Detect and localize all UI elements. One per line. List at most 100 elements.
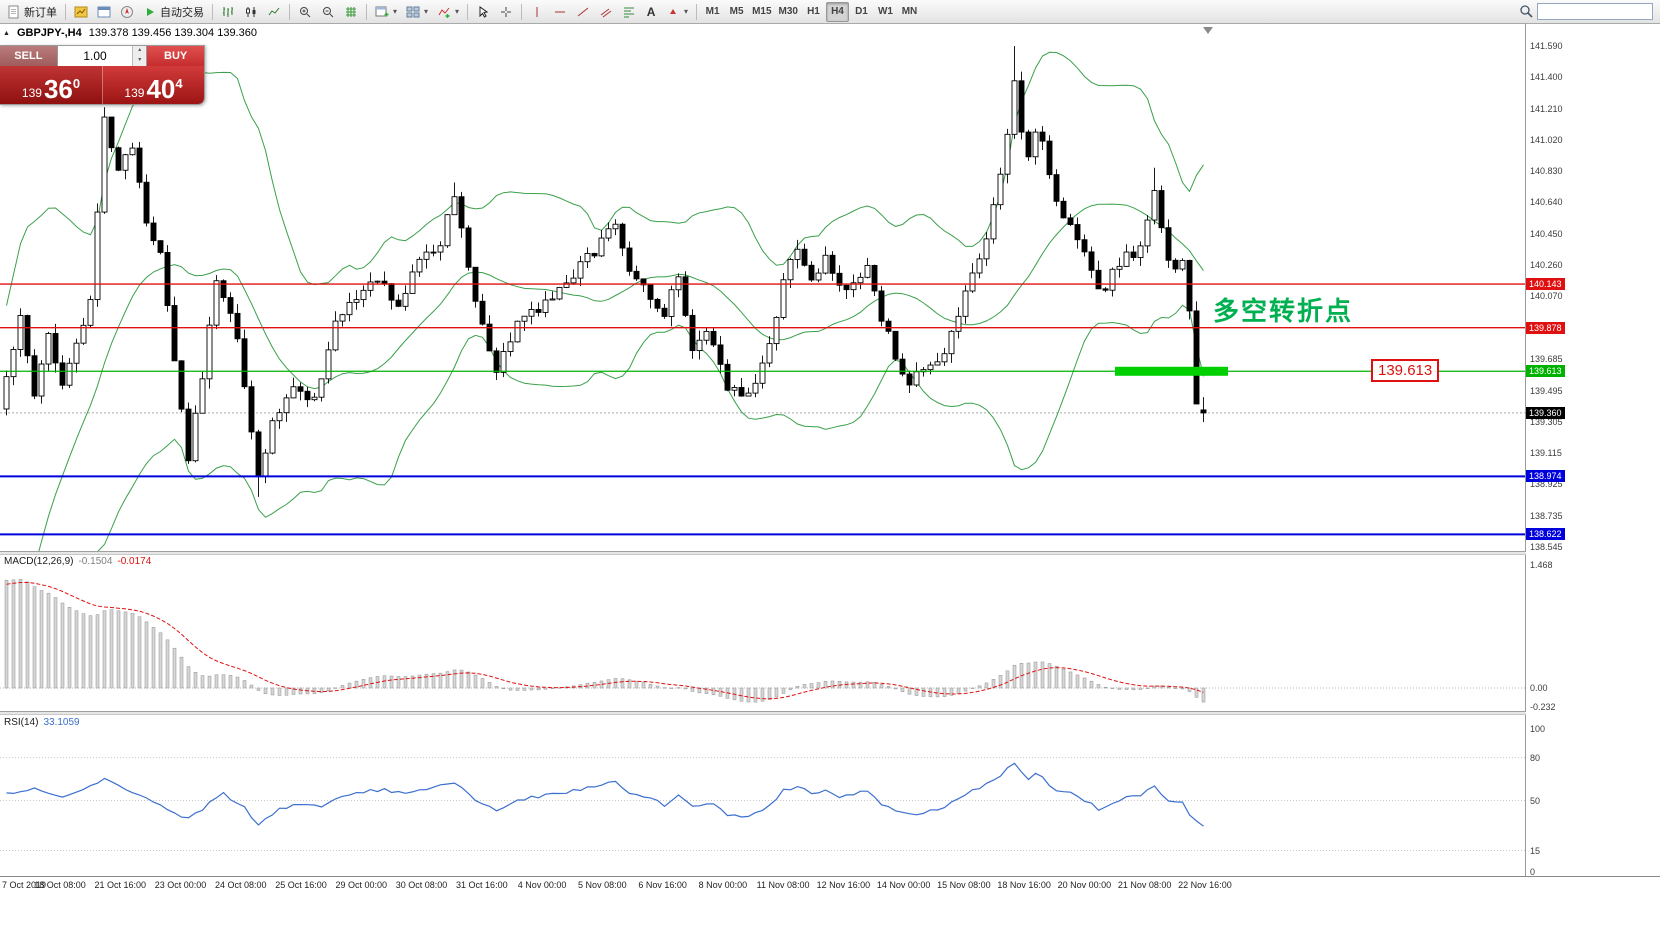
volume-field: ▴ ▾ xyxy=(56,46,148,66)
navigator-button[interactable] xyxy=(116,2,138,22)
timeframe-button-H4[interactable]: H4 xyxy=(825,1,849,22)
bar-chart-icon xyxy=(223,6,233,17)
profiles-button[interactable]: ▾ xyxy=(402,2,432,22)
grid-icon xyxy=(346,6,356,17)
volume-up-button[interactable]: ▴ xyxy=(133,46,147,56)
price-tick-label: 15 xyxy=(1530,845,1541,856)
time-label: 21 Oct 16:00 xyxy=(94,880,147,890)
timeframe-group: M1 M5 M15 M30 H1 H4 D1 W1 MN xyxy=(701,1,921,22)
fibonacci-tool-button[interactable] xyxy=(618,2,640,22)
time-label: 24 Oct 08:00 xyxy=(214,880,267,890)
price-tick-label: 140.260 xyxy=(1530,259,1563,270)
volume-down-button[interactable]: ▾ xyxy=(133,56,147,66)
toolbar-separator xyxy=(289,3,290,20)
bar-chart-mode-button[interactable] xyxy=(217,2,239,22)
time-label: 5 Nov 08:00 xyxy=(578,880,627,890)
time-label: 6 Nov 16:00 xyxy=(638,880,687,890)
price-tick-label: 139.305 xyxy=(1530,416,1563,427)
timeframe-button-M5[interactable]: M5 xyxy=(725,2,748,22)
chevron-down-icon: ▾ xyxy=(424,7,429,16)
symbol-label: GBPJPY-,H4 xyxy=(16,27,82,39)
arrows-tool-button[interactable]: ▾ xyxy=(662,2,692,22)
indicators-button[interactable]: ▾ xyxy=(433,2,463,22)
buy-price[interactable]: 139 40 4 xyxy=(102,66,204,104)
text-tool-button[interactable]: A xyxy=(641,2,661,22)
sell-button[interactable]: SELL xyxy=(0,46,57,66)
panel-splitter[interactable] xyxy=(0,711,1660,715)
chart-shift-marker-icon[interactable] xyxy=(1203,27,1213,34)
time-label: 18 Nov 16:00 xyxy=(997,880,1051,890)
chart-annotation-text: 多空转折点 xyxy=(1213,296,1354,326)
buy-price-prefix: 139 xyxy=(124,86,145,100)
time-label: 22 Nov 16:00 xyxy=(1178,880,1232,890)
zoom-out-button[interactable] xyxy=(317,2,339,22)
chevron-down-icon: ▾ xyxy=(455,7,460,16)
time-label: 25 Oct 16:00 xyxy=(275,880,327,890)
macd-signal-value: -0.0174 xyxy=(117,556,152,567)
volume-input[interactable] xyxy=(57,46,133,66)
navigator-icon xyxy=(121,5,133,18)
grid-toggle-button[interactable] xyxy=(340,2,362,22)
vertical-line-icon xyxy=(536,6,538,17)
time-label: 4 Nov 00:00 xyxy=(517,880,567,890)
cursor-tool-button[interactable] xyxy=(472,2,494,22)
time-label: 29 Oct 00:00 xyxy=(335,880,388,890)
timeframe-button-W1[interactable]: W1 xyxy=(874,2,897,22)
time-label: 11 Nov 08:00 xyxy=(756,880,810,890)
new-order-button[interactable]: 新订单 xyxy=(3,2,61,22)
price-callout: 139.613 xyxy=(1371,359,1440,382)
price-tick-label: 141.210 xyxy=(1530,103,1563,114)
data-window-button[interactable] xyxy=(93,2,115,22)
main-toolbar: 新订单 自动交易 ▾ ▾ ▾ A ▾ M1 M5 M15 M30 H1 H4 D1 W1 MN xyxy=(0,0,1660,24)
timeframe-button-D1[interactable]: D1 xyxy=(850,2,873,22)
vertical-line-tool-button[interactable] xyxy=(526,2,548,22)
price-tick-label: 50 xyxy=(1530,795,1541,806)
text-icon: A xyxy=(646,4,656,19)
time-label: 30 Oct 08:00 xyxy=(395,880,448,890)
price-line-tag: 138.622 xyxy=(1526,528,1565,541)
price-line-tag: 139.613 xyxy=(1526,365,1565,378)
autotrade-button[interactable]: 自动交易 xyxy=(139,2,208,22)
price-scale[interactable]: 141.590 141.400 141.210 141.020 140.830 140.6… xyxy=(1526,24,1660,877)
market-watch-button[interactable] xyxy=(70,2,92,22)
search-input[interactable] xyxy=(1537,3,1653,20)
channel-icon xyxy=(600,8,612,17)
price-tick-label: 140.450 xyxy=(1530,228,1563,239)
time-label: 21 Nov 08:00 xyxy=(1117,880,1172,890)
toolbar-separator xyxy=(696,3,698,20)
trendline-tool-button[interactable] xyxy=(572,2,594,22)
channel-tool-button[interactable] xyxy=(595,2,617,22)
toolbar-separator xyxy=(65,3,66,20)
toolbar-separator xyxy=(521,3,523,20)
price-tick-label: 140.830 xyxy=(1530,166,1563,177)
price-tick-label: 0.00 xyxy=(1530,683,1548,693)
toolbar-separator xyxy=(467,3,469,20)
sell-price[interactable]: 139 36 0 xyxy=(0,66,102,104)
time-label: 20 Nov 00:00 xyxy=(1057,880,1112,890)
timeframe-button-H1[interactable]: H1 xyxy=(802,2,825,22)
time-label: 7 Oct 2019 xyxy=(2,880,47,890)
search-icon[interactable] xyxy=(1519,4,1534,19)
price-tick-label: 139.685 xyxy=(1530,354,1563,365)
one-click-collapse-icon[interactable]: ▲ xyxy=(3,29,10,37)
candlestick-chart-icon xyxy=(246,6,256,17)
sell-price-big: 36 xyxy=(43,74,73,104)
tile-windows-icon xyxy=(406,6,420,17)
timeframe-button-M30[interactable]: M30 xyxy=(776,2,801,22)
time-scale[interactable]: 7 Oct 2019 18 Oct 08:00 21 Oct 16:00 23 Oct… xyxy=(0,876,1660,892)
arrows-icon xyxy=(670,8,677,14)
line-chart-mode-button[interactable] xyxy=(263,2,285,22)
zoom-in-button[interactable] xyxy=(294,2,316,22)
line-chart-icon xyxy=(268,7,280,15)
timeframe-button-MN[interactable]: MN xyxy=(898,2,921,22)
horizontal-line-tool-button[interactable] xyxy=(549,2,571,22)
candlestick-mode-button[interactable] xyxy=(240,2,262,22)
crosshair-tool-button[interactable] xyxy=(495,2,517,22)
buy-button[interactable]: BUY xyxy=(147,46,204,66)
price-line-tag: 139.878 xyxy=(1526,321,1565,334)
timeframe-button-M15[interactable]: M15 xyxy=(749,2,774,22)
timeframe-button-M1[interactable]: M1 xyxy=(701,2,724,22)
new-chart-button[interactable]: ▾ xyxy=(371,2,401,22)
panel-splitter[interactable] xyxy=(0,551,1660,555)
